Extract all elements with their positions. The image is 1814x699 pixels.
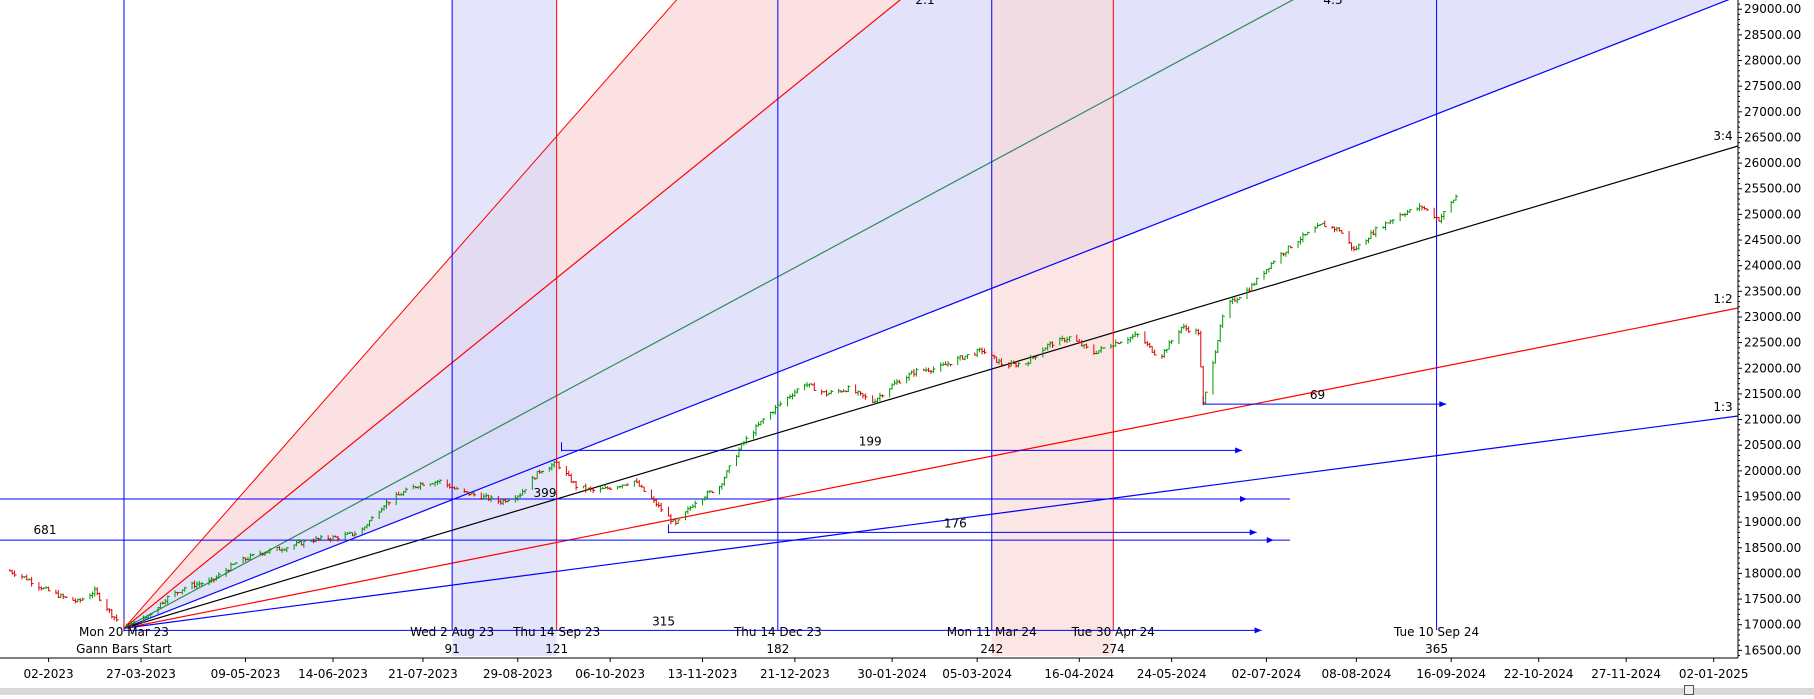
x-tick-label: 13-11-2023	[668, 667, 738, 681]
y-tick-label: 21500.00	[1744, 387, 1801, 401]
x-tick-label: 16-04-2024	[1044, 667, 1114, 681]
x-tick-label: 22-10-2024	[1504, 667, 1574, 681]
y-tick-label: 17000.00	[1744, 618, 1801, 632]
fan-label: 4:3	[1323, 0, 1342, 7]
fan-label: 1:3	[1713, 400, 1732, 414]
time-marker-label: Tue 10 Sep 24	[1393, 625, 1479, 639]
y-tick-label: 27000.00	[1744, 105, 1801, 119]
fan-label: 1:2	[1713, 292, 1732, 306]
time-marker-label: Thu 14 Sep 23	[512, 625, 600, 639]
time-marker-label: Tue 30 Apr 24	[1071, 625, 1155, 639]
fan-line-3-4	[123, 145, 1738, 629]
time-marker-count: Gann Bars Start	[76, 642, 172, 656]
fan-line-steep	[123, 0, 678, 629]
y-tick-label: 23500.00	[1744, 284, 1801, 298]
horizontal-scrollbar[interactable]	[0, 688, 1814, 695]
arrow-label: 315	[652, 614, 675, 628]
time-marker-count: 121	[545, 642, 568, 656]
x-tick-label: 29-08-2023	[483, 667, 553, 681]
y-tick-label: 26500.00	[1744, 130, 1801, 144]
y-tick-label: 22000.00	[1744, 361, 1801, 375]
x-tick-label: 05-03-2024	[942, 667, 1012, 681]
y-tick-label: 19000.00	[1744, 515, 1801, 529]
y-tick-label: 18000.00	[1744, 566, 1801, 580]
plot-area	[0, 0, 1738, 656]
y-tick-label: 17500.00	[1744, 592, 1801, 606]
fan-label: 2:1	[915, 0, 934, 7]
time-marker-label: Thu 14 Dec 23	[733, 625, 822, 639]
y-tick-label: 25500.00	[1744, 182, 1801, 196]
x-tick-label: 30-01-2024	[857, 667, 927, 681]
fan-line-1-1	[123, 0, 1730, 629]
arrow-head	[1439, 401, 1447, 408]
time-marker-label: Wed 2 Aug 23	[410, 625, 494, 639]
y-tick-label: 26000.00	[1744, 156, 1801, 170]
time-zone-aug-sep	[452, 0, 557, 656]
x-tick-label: 21-07-2023	[388, 667, 458, 681]
horizontal-line-label: 681	[34, 523, 57, 537]
y-tick-label: 23000.00	[1744, 310, 1801, 324]
arrow-head	[1249, 529, 1257, 536]
time-zone-mar-apr	[991, 0, 1114, 656]
scrollbar-thumb[interactable]	[1684, 685, 1694, 695]
y-tick-label: 27500.00	[1744, 79, 1801, 93]
time-marker-count: 365	[1425, 642, 1448, 656]
time-marker-count: 274	[1102, 642, 1125, 656]
y-tick-label: 28000.00	[1744, 54, 1801, 68]
arrow-head	[1254, 627, 1262, 634]
y-tick-label: 25000.00	[1744, 207, 1801, 221]
time-marker-label: Mon 20 Mar 23	[79, 625, 169, 639]
y-tick-label: 18500.00	[1744, 541, 1801, 555]
arrow-head	[1239, 496, 1247, 503]
arrow-head	[1266, 537, 1274, 544]
x-tick-label: 24-05-2024	[1137, 667, 1207, 681]
x-tick-label: 14-06-2023	[298, 667, 368, 681]
y-tick-label: 24500.00	[1744, 233, 1801, 247]
arrow-head	[1235, 447, 1243, 454]
y-tick-label: 16500.00	[1744, 643, 1801, 657]
y-tick-label: 22500.00	[1744, 336, 1801, 350]
x-tick-label: 21-12-2023	[760, 667, 830, 681]
fan-line-1-2	[123, 307, 1738, 629]
arrow-label: 69	[1310, 388, 1325, 402]
y-tick-label: 19500.00	[1744, 489, 1801, 503]
time-marker-label: Mon 11 Mar 24	[947, 625, 1037, 639]
x-tick-label: 06-10-2023	[575, 667, 645, 681]
x-tick-label: 08-08-2024	[1321, 667, 1391, 681]
time-marker-count: 91	[444, 642, 459, 656]
x-tick-label: 09-05-2023	[211, 667, 281, 681]
y-tick-label: 29000.00	[1744, 2, 1801, 16]
horizontal-line-label: 399	[534, 486, 557, 500]
time-marker-count: 242	[980, 642, 1003, 656]
fan-line-4-3	[123, 0, 1294, 629]
x-tick-label: 02-07-2024	[1232, 667, 1302, 681]
y-tick-label: 28500.00	[1744, 28, 1801, 42]
x-tick-label: 16-09-2024	[1416, 667, 1486, 681]
y-tick-label: 24000.00	[1744, 259, 1801, 273]
x-tick-label: 27-03-2023	[106, 667, 176, 681]
fan-label: 3:4	[1713, 129, 1732, 143]
arrow-label: 199	[859, 434, 882, 448]
y-tick-label: 21000.00	[1744, 413, 1801, 427]
arrow-label: 176	[944, 516, 967, 530]
fan-line-1-3	[123, 415, 1738, 629]
time-marker-count: 182	[766, 642, 789, 656]
y-tick-label: 20000.00	[1744, 464, 1801, 478]
x-tick-label: 02-01-2025	[1679, 667, 1749, 681]
y-tick-label: 20500.00	[1744, 438, 1801, 452]
x-tick-label: 02-2023	[24, 667, 74, 681]
x-tick-label: 27-11-2024	[1591, 667, 1661, 681]
fan-line-2-1	[123, 0, 902, 629]
